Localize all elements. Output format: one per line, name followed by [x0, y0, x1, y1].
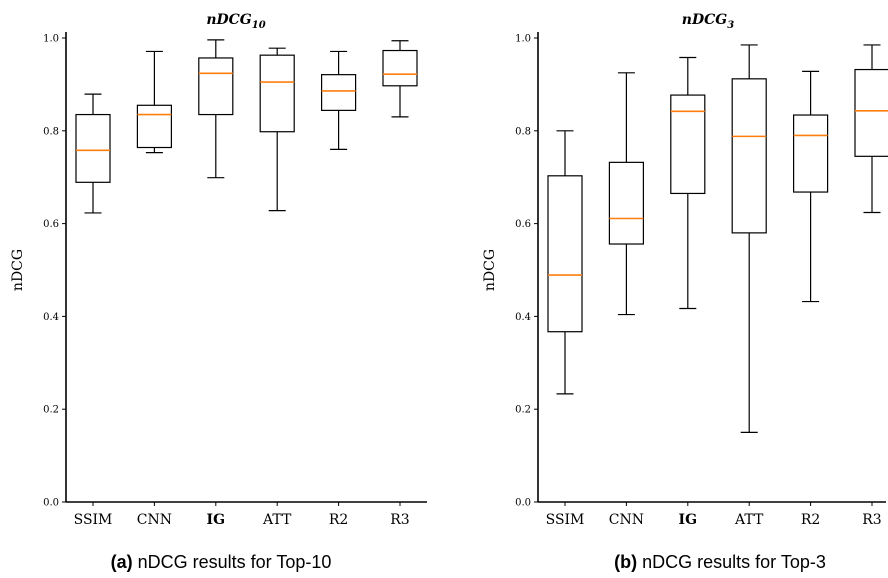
x-tick-label: IG [679, 512, 698, 528]
chart-title: nDCG10 [206, 12, 265, 31]
iqr-box [731, 78, 767, 234]
y-tick-label: 0.8 [515, 126, 531, 137]
chart-panel-2: nDCG3 0.0 0.2 0.4 0.6 0.8 1.0 nDCG SSIM CNN IG ATT R… [482, 12, 888, 572]
chart-title: nDCG3 [682, 12, 734, 31]
iqr-box [321, 74, 357, 111]
y-axis-label: nDCG [10, 249, 26, 291]
y-axis-label: nDCG [482, 249, 498, 291]
y-tick-label: 0.4 [43, 312, 59, 323]
y-tick-label: 0.8 [43, 126, 59, 137]
y-tick-label: 1.0 [43, 34, 59, 45]
y-tick-label: 0.6 [43, 219, 59, 230]
x-tick-label: R2 [329, 512, 348, 528]
x-tick-label: CNN [609, 512, 644, 528]
iqr-box [382, 49, 418, 87]
iqr-box [854, 68, 888, 157]
box-ssim [547, 130, 583, 395]
iqr-box [670, 94, 706, 195]
y-tick-label: 0.0 [43, 498, 59, 509]
caption-label: (a) [111, 552, 133, 572]
x-tick-label: IG [207, 512, 226, 528]
iqr-box [198, 57, 234, 116]
iqr-box [136, 104, 172, 149]
y-tick-label: 0.2 [43, 405, 59, 416]
chart-panel-1: nDCG10 0.0 0.2 0.4 0.6 0.8 1.0 nDCG SSIM CNN IG ATT… [10, 12, 427, 572]
box-r3 [854, 44, 888, 214]
box-r3 [382, 40, 418, 118]
box-ig [670, 56, 706, 310]
box-cnn [136, 50, 172, 154]
figure-caption: (a) nDCG results for Top-10 [111, 552, 332, 572]
iqr-box [259, 54, 295, 133]
box-cnn [608, 72, 645, 316]
x-tick-label: R3 [862, 512, 881, 528]
box-att [731, 44, 767, 433]
box-r2 [321, 50, 357, 150]
x-tick-label: ATT [734, 512, 764, 528]
caption-text: nDCG results for Top-10 [133, 552, 332, 572]
iqr-box [608, 161, 645, 245]
y-tick-label: 0.0 [515, 498, 531, 509]
box-att [259, 47, 295, 212]
figure-caption: (b) nDCG results for Top-3 [614, 552, 826, 572]
caption-text: nDCG results for Top-3 [637, 552, 826, 572]
x-tick-label: SSIM [546, 512, 585, 528]
y-tick-label: 1.0 [515, 34, 531, 45]
y-tick-label: 0.2 [515, 405, 531, 416]
x-tick-label: R2 [801, 512, 820, 528]
box-r2 [792, 70, 829, 303]
y-tick-label: 0.4 [515, 312, 531, 323]
x-tick-label: R3 [390, 512, 409, 528]
box-ig [198, 39, 234, 179]
x-tick-label: SSIM [74, 512, 113, 528]
caption-label: (b) [614, 552, 637, 572]
box-ssim [75, 93, 111, 214]
y-tick-label: 0.6 [515, 219, 531, 230]
x-tick-label: CNN [137, 512, 172, 528]
iqr-box [547, 175, 583, 333]
iqr-box [75, 113, 111, 183]
iqr-box [792, 114, 829, 193]
x-tick-label: ATT [262, 512, 292, 528]
